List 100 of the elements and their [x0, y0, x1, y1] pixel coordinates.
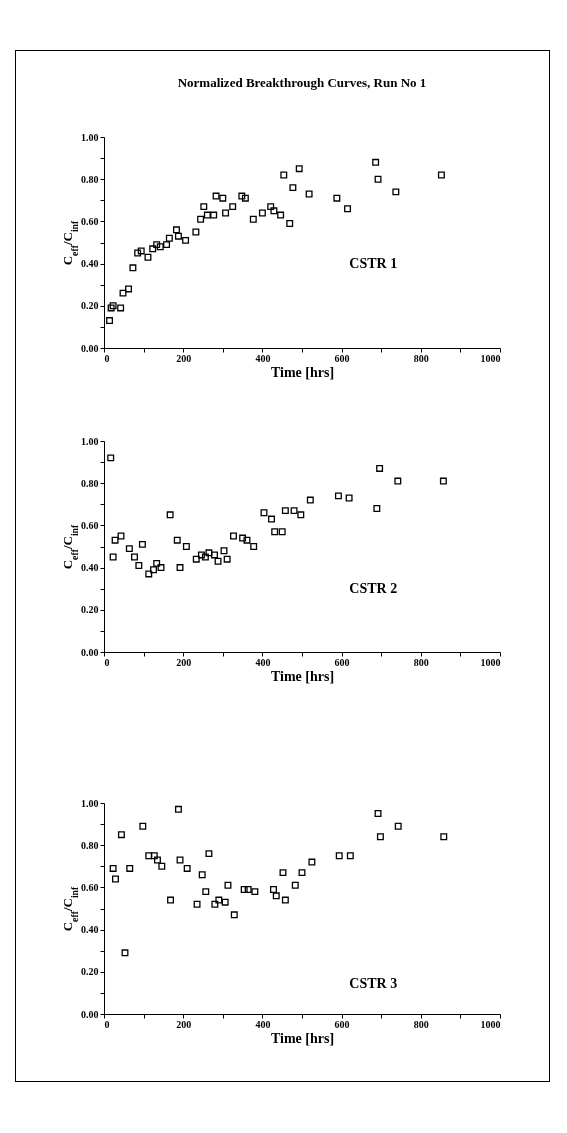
point [290, 507, 298, 515]
point [201, 553, 209, 561]
y-tick-label: 0.80 [81, 839, 99, 851]
point [117, 532, 125, 540]
x-tick-label: 1000 [480, 352, 501, 364]
point [205, 850, 213, 858]
point [279, 869, 287, 877]
y-tick-label: 0.00 [81, 1008, 99, 1020]
x-tick-label: 400 [255, 656, 271, 668]
point [121, 949, 129, 957]
y-tick-label: 0.40 [81, 924, 99, 936]
x-tick-label: 200 [176, 656, 192, 668]
point [268, 515, 275, 523]
point [394, 822, 402, 830]
point [281, 507, 289, 515]
y-tick-label: 0.00 [81, 342, 99, 354]
point [271, 528, 279, 536]
point [176, 856, 184, 864]
point [149, 245, 157, 253]
y-tick-label: 0.40 [81, 562, 99, 574]
point [220, 547, 228, 555]
point [173, 536, 181, 544]
point [134, 249, 142, 257]
point [145, 852, 153, 860]
point [260, 509, 268, 517]
y-tick-label: 0.00 [81, 646, 99, 658]
point [167, 896, 175, 904]
point [238, 192, 246, 200]
y-tick-label: 0.60 [81, 881, 99, 893]
point [440, 833, 448, 841]
point [439, 477, 447, 485]
y-tick-label: 1.00 [81, 435, 99, 447]
point [135, 562, 143, 569]
point [197, 551, 205, 559]
point [153, 856, 161, 864]
point [286, 220, 294, 227]
point [376, 464, 384, 472]
point [211, 900, 219, 908]
point [346, 852, 354, 860]
x-tick-label: 1000 [480, 656, 501, 668]
point [222, 209, 230, 217]
y-tick-label: 1.00 [81, 131, 99, 143]
y-tick-label: 0.80 [81, 173, 99, 185]
x-tick-label: 0 [104, 656, 110, 668]
x-tick-label: 0 [104, 1018, 110, 1030]
point [107, 454, 115, 462]
y-tick-label: 0.60 [81, 215, 99, 227]
point [239, 534, 247, 542]
point [183, 864, 191, 872]
x-tick-label: 200 [176, 1018, 192, 1030]
point [230, 532, 237, 540]
point [200, 203, 208, 211]
point [250, 543, 258, 550]
y-tick-label: 0.80 [81, 477, 99, 489]
point [437, 171, 445, 179]
y-tick-label: 0.60 [81, 519, 99, 531]
point [174, 805, 182, 813]
point [241, 194, 249, 202]
point [243, 536, 251, 544]
point [153, 241, 161, 249]
x-tick-label: 600 [334, 1018, 350, 1030]
x-tick-label: 400 [255, 352, 271, 364]
point [214, 557, 222, 565]
x-axis-title: Time [hrs] [270, 668, 335, 684]
x-tick-label: 1000 [480, 1018, 501, 1030]
point [117, 831, 125, 839]
point [372, 158, 380, 166]
point [334, 492, 342, 500]
point [289, 184, 297, 192]
point [126, 864, 134, 872]
point [335, 852, 343, 860]
point [182, 543, 190, 550]
point [182, 236, 190, 244]
point [308, 858, 316, 866]
point [244, 886, 252, 893]
point [344, 205, 352, 213]
point [224, 881, 232, 889]
x-tick-label: 400 [255, 1018, 271, 1030]
point [163, 241, 171, 249]
point [376, 833, 384, 841]
point [215, 896, 223, 904]
point [240, 886, 248, 893]
point [270, 207, 278, 215]
point [297, 511, 305, 519]
point [249, 215, 257, 223]
point [144, 253, 152, 261]
point [112, 875, 119, 883]
point [306, 496, 314, 504]
point [119, 289, 127, 297]
point [150, 566, 157, 574]
point [202, 888, 210, 896]
point [211, 551, 218, 559]
point [176, 564, 184, 572]
annotation: CSTR 1 [349, 255, 398, 271]
point [270, 886, 277, 893]
x-tick-label: 600 [334, 656, 350, 668]
point [345, 494, 353, 502]
point [129, 264, 137, 272]
point [166, 511, 174, 519]
point [281, 896, 289, 904]
